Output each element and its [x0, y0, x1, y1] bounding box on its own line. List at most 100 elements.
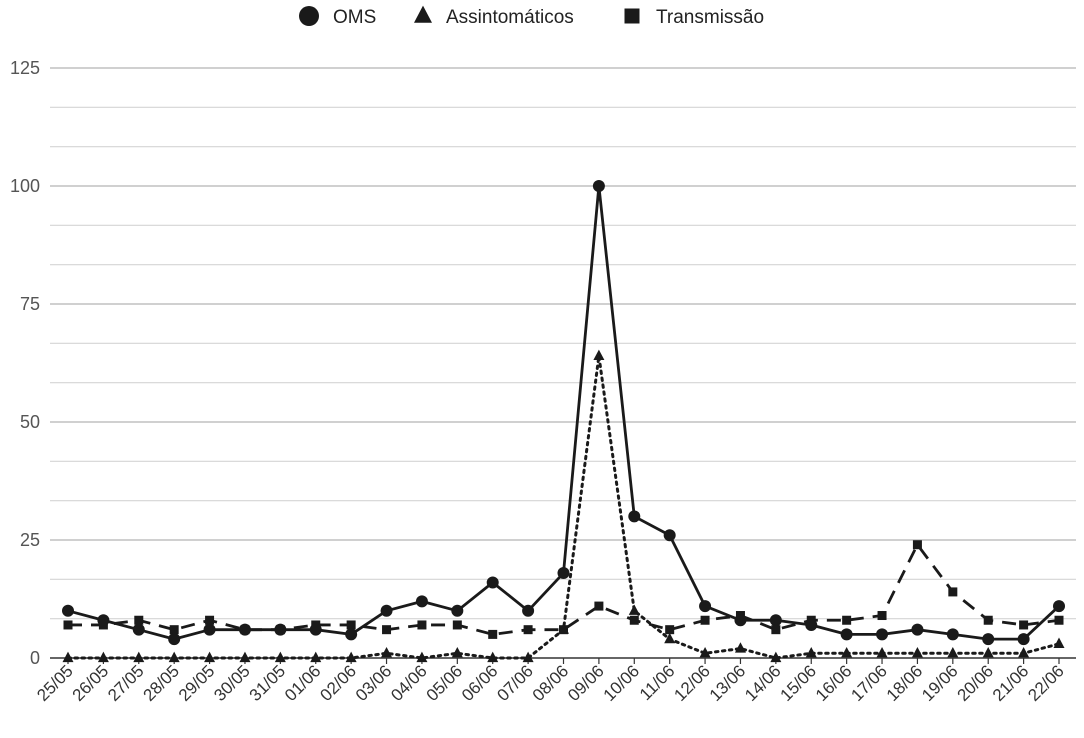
legend: OMS Assintomáticos Transmissão	[299, 5, 764, 28]
y-tick-label: 25	[20, 530, 40, 550]
data-point-assintomáticos	[805, 646, 817, 658]
data-point-assintomáticos	[204, 651, 216, 663]
legend-label: Assintomáticos	[446, 7, 574, 28]
data-point-transmissão	[665, 625, 675, 635]
legend-marker-oms	[299, 6, 319, 26]
data-point-oms	[769, 614, 782, 627]
x-tick-label: 08/06	[529, 661, 573, 705]
data-point-oms	[911, 623, 924, 636]
data-point-oms	[309, 623, 322, 636]
data-point-transmissão	[877, 611, 887, 621]
data-point-oms	[97, 614, 110, 627]
data-point-transmissão	[488, 629, 498, 639]
data-point-assintomáticos	[97, 651, 109, 663]
data-point-oms	[840, 628, 853, 641]
x-tick-label: 02/06	[316, 661, 360, 705]
data-point-oms	[274, 623, 287, 636]
y-axis-ticks: 0 25 50 75 100 125	[10, 58, 40, 668]
data-point-transmissão	[594, 601, 604, 611]
data-point-assintomáticos	[133, 651, 145, 663]
data-point-assintomáticos	[416, 651, 428, 663]
data-point-assintomáticos	[274, 651, 286, 663]
data-point-transmissão	[1054, 615, 1064, 625]
data-point-transmissão	[452, 620, 462, 630]
data-point-assintomáticos	[1018, 646, 1030, 658]
data-point-transmissão	[912, 540, 922, 550]
data-point-transmissão	[948, 587, 958, 597]
x-tick-label: 07/06	[493, 661, 537, 705]
x-tick-label: 11/06	[636, 661, 679, 704]
data-point-transmissão	[134, 615, 144, 625]
x-tick-label: 14/06	[741, 661, 785, 705]
data-point-oms	[62, 604, 74, 617]
data-point-oms	[699, 600, 712, 613]
legend-marker-assintomáticos	[414, 5, 432, 23]
data-point-transmissão	[382, 625, 392, 635]
data-point-oms	[238, 623, 251, 636]
data-point-assintomáticos	[487, 651, 499, 663]
data-point-assintomáticos	[593, 349, 605, 361]
data-point-oms	[168, 633, 181, 646]
data-point-assintomáticos	[664, 632, 676, 644]
data-point-assintomáticos	[345, 651, 357, 663]
data-point-assintomáticos	[876, 646, 888, 658]
data-point-transmissão	[700, 615, 710, 625]
y-tick-label: 0	[30, 648, 40, 668]
legend-label: Transmissão	[656, 7, 764, 28]
data-point-assintomáticos	[558, 623, 569, 634]
x-tick-label: 12/06	[670, 661, 714, 705]
x-tick-label: 17/06	[847, 661, 891, 705]
data-point-oms	[946, 628, 959, 641]
x-tick-label: 04/06	[387, 661, 431, 705]
data-point-oms	[451, 604, 464, 617]
data-point-oms	[1053, 600, 1065, 613]
data-point-oms	[592, 180, 605, 192]
data-point-assintomáticos	[381, 646, 393, 658]
data-point-oms	[876, 628, 889, 641]
data-point-oms	[663, 529, 676, 542]
x-tick-label: 30/05	[210, 661, 254, 705]
x-tick-label: 06/06	[458, 661, 502, 705]
x-tick-label: 13/06	[706, 661, 750, 705]
data-point-oms	[345, 628, 358, 641]
x-tick-label: 28/05	[139, 661, 183, 705]
series-markers	[62, 180, 1065, 663]
y-tick-label: 100	[10, 176, 40, 196]
x-tick-label: 15/06	[777, 661, 821, 705]
x-tick-label: 09/06	[564, 661, 608, 705]
data-point-assintomáticos	[699, 646, 711, 658]
x-tick-label: 20/06	[954, 661, 998, 705]
data-point-assintomáticos	[310, 651, 322, 663]
data-point-assintomáticos	[239, 651, 251, 663]
data-point-oms	[132, 623, 145, 636]
data-point-oms	[557, 567, 570, 580]
data-point-assintomáticos	[628, 604, 640, 615]
data-point-transmissão	[771, 625, 781, 635]
data-point-transmissão	[205, 615, 215, 625]
y-tick-label: 50	[20, 412, 40, 432]
x-axis: 25/0526/0527/0528/0529/0530/0531/0501/06…	[33, 657, 1076, 705]
grid	[50, 67, 1076, 620]
data-point-assintomáticos	[911, 646, 923, 658]
series-line-assintomáticos	[66, 354, 1061, 660]
x-tick-label: 18/06	[883, 661, 927, 705]
data-point-oms	[982, 633, 995, 646]
data-point-transmissão	[346, 620, 356, 630]
x-tick-label: 05/06	[423, 661, 467, 705]
data-point-transmissão	[63, 620, 73, 630]
data-point-oms	[522, 604, 535, 617]
data-point-assintomáticos	[982, 646, 994, 658]
x-tick-label: 31/05	[246, 661, 290, 705]
data-point-oms	[486, 576, 499, 589]
data-point-transmissão	[1019, 620, 1029, 630]
legend-marker-transmissão	[624, 8, 640, 24]
data-point-oms	[1017, 633, 1030, 646]
x-tick-label: 01/06	[281, 661, 325, 705]
x-tick-label: 16/06	[812, 661, 856, 705]
data-point-transmissão	[629, 615, 639, 625]
data-point-oms	[734, 614, 747, 627]
x-tick-label: 21/06	[989, 661, 1033, 705]
data-point-transmissão	[983, 615, 993, 625]
x-tick-label: 03/06	[352, 661, 396, 705]
